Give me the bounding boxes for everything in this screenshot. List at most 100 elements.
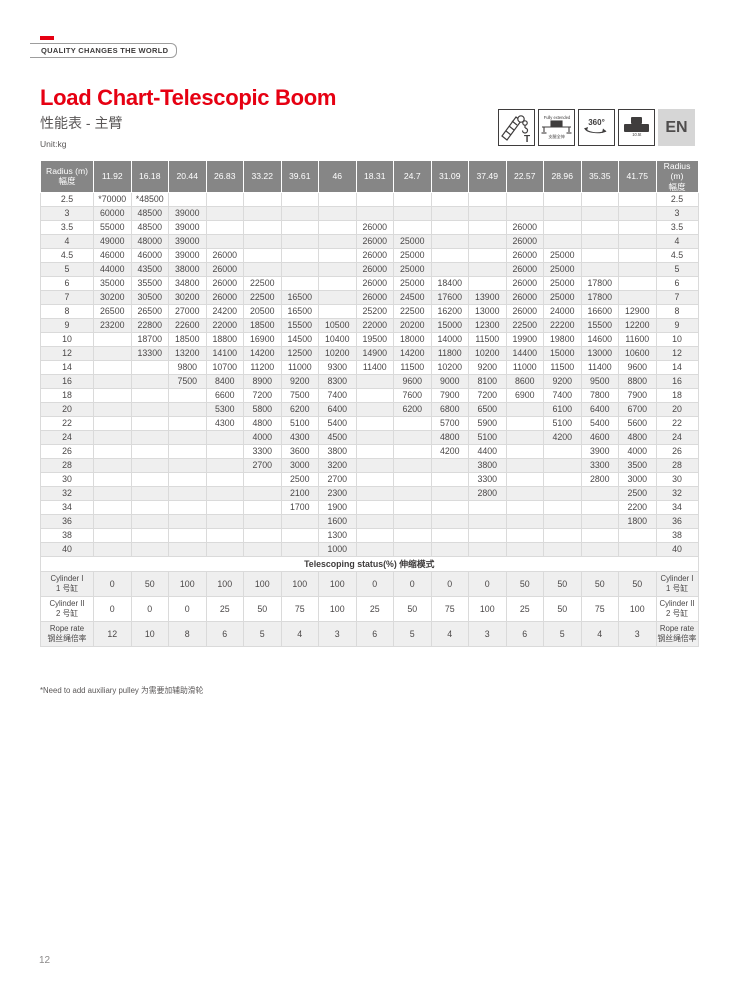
language-badge: EN (658, 109, 695, 146)
load-cell (430, 485, 469, 501)
load-cell (168, 527, 207, 543)
status-value-cell: 75 (580, 595, 619, 622)
load-cell: 11200 (243, 359, 282, 375)
load-cell: 27000 (168, 303, 207, 319)
load-row: 40 1000 40 (40, 541, 699, 557)
load-cell: 4300 (205, 415, 244, 431)
load-cell (430, 233, 469, 249)
load-cell: 4000 (618, 443, 657, 459)
load-cell: 22800 (130, 317, 169, 333)
load-cell (243, 219, 282, 235)
load-cell: 8300 (318, 373, 357, 389)
load-cell: 10200 (430, 359, 469, 375)
load-cell: 17600 (430, 289, 469, 305)
load-cell: 2800 (580, 471, 619, 487)
load-cell: 8900 (243, 373, 282, 389)
load-cell (618, 233, 657, 249)
load-row: 38 1300 38 (40, 527, 699, 543)
load-cell: 26500 (130, 303, 169, 319)
load-cell: 4800 (430, 429, 469, 445)
status-value-cell: 5 (243, 620, 282, 647)
load-cell: 13200 (168, 345, 207, 361)
load-cell (130, 513, 169, 529)
load-cell (468, 247, 507, 263)
radius-cell: 18 (40, 387, 94, 403)
load-cell (93, 527, 132, 543)
load-cell (130, 457, 169, 473)
status-value-cell: 10 (130, 620, 169, 647)
load-cell (580, 513, 619, 529)
load-cell (543, 443, 582, 459)
load-cell: 26000 (505, 275, 544, 291)
radius-cell: 6 (655, 275, 699, 291)
load-cell: 20500 (243, 303, 282, 319)
load-cell (393, 443, 432, 459)
load-cell: 7500 (168, 373, 207, 389)
load-cell: 14200 (393, 345, 432, 361)
load-cell (168, 415, 207, 431)
load-cell (468, 527, 507, 543)
status-label-cell: Rope rate 钢丝绳倍率 (655, 620, 699, 647)
load-cell (393, 205, 432, 221)
radius-cell: 40 (655, 541, 699, 557)
boom-length-header: 26.83 (205, 160, 244, 193)
load-cell (430, 457, 469, 473)
load-cell (205, 457, 244, 473)
load-cell: 2700 (318, 471, 357, 487)
load-cell: 15000 (543, 345, 582, 361)
load-cell: 5900 (468, 415, 507, 431)
load-cell: 13000 (580, 345, 619, 361)
load-cell (580, 247, 619, 263)
load-cell: 2800 (468, 485, 507, 501)
load-cell (355, 499, 394, 515)
load-cell: 6200 (280, 401, 319, 417)
load-cell: 5800 (243, 401, 282, 417)
load-cell (468, 205, 507, 221)
load-cell (130, 401, 169, 417)
radius-cell: 14 (655, 359, 699, 375)
load-cell (355, 443, 394, 459)
load-cell: 19800 (543, 331, 582, 347)
load-cell (168, 499, 207, 515)
load-cell (580, 191, 619, 207)
load-cell: 3200 (318, 457, 357, 473)
status-value-cell: 50 (243, 595, 282, 622)
load-cell (280, 541, 319, 557)
status-label-cell: Cylinder II 2 号缸 (655, 595, 699, 622)
load-cell (243, 527, 282, 543)
load-cell (318, 303, 357, 319)
load-cell (393, 429, 432, 445)
load-cell: 3500 (618, 457, 657, 473)
load-cell: 16600 (580, 303, 619, 319)
load-cell (393, 219, 432, 235)
load-cell: 9000 (430, 373, 469, 389)
counterweight-icon: 10.5t (618, 109, 655, 146)
load-cell: 26000 (205, 289, 244, 305)
load-cell: 26000 (505, 247, 544, 263)
load-cell: 7600 (393, 387, 432, 403)
radius-cell: 9 (40, 317, 94, 333)
status-value-cell: 0 (430, 570, 469, 597)
load-cell: 5100 (468, 429, 507, 445)
radius-cell: 3.5 (40, 219, 94, 235)
load-cell (205, 513, 244, 529)
load-cell: 44000 (93, 261, 132, 277)
load-cell (280, 513, 319, 529)
load-cell (243, 471, 282, 487)
radius-cell: 24 (40, 429, 94, 445)
load-cell: 5300 (205, 401, 244, 417)
page-title: Load Chart-Telescopic Boom (40, 85, 337, 110)
load-cell (205, 541, 244, 557)
radius-cell: 30 (40, 471, 94, 487)
load-cell: 22500 (393, 303, 432, 319)
load-cell (580, 499, 619, 515)
load-row: 16 7500 8400 8900 9200 8300 9600 9000 8100 8600 92… (40, 373, 699, 389)
radius-cell: 5 (655, 261, 699, 277)
load-cell: 14900 (355, 345, 394, 361)
load-cell: 6100 (543, 401, 582, 417)
load-cell: 1900 (318, 499, 357, 515)
load-cell: 9200 (543, 373, 582, 389)
load-cell: 6400 (318, 401, 357, 417)
load-cell: 24500 (393, 289, 432, 305)
load-row: 4.5 46000 46000 39000 26000 26000 25000 26000 25… (40, 247, 699, 263)
